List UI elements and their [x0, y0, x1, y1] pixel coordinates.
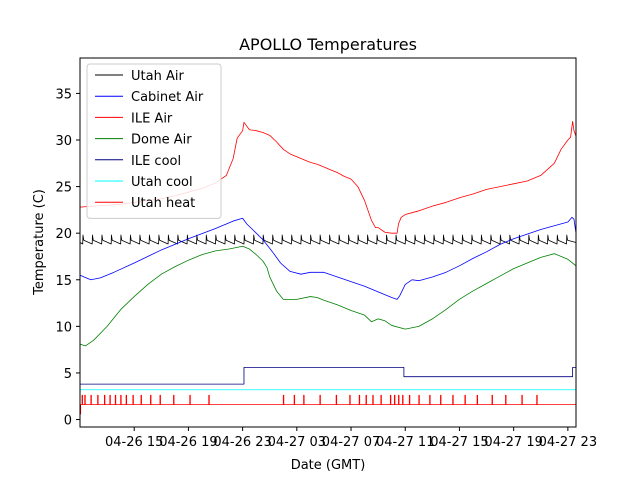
legend-label: Utah cool: [131, 175, 193, 190]
y-tick-label: 5: [64, 367, 72, 382]
y-tick-label: 0: [64, 414, 72, 429]
legend-label: Utah heat: [131, 196, 195, 211]
y-tick-label: 10: [55, 320, 72, 335]
legend-label: ILE cool: [131, 154, 181, 169]
x-tick-label: 04-27 19: [484, 435, 542, 450]
axes-frame: [79, 57, 577, 428]
y-tick-label: 35: [55, 87, 72, 102]
y-tick-label: 15: [55, 274, 72, 289]
x-tick-label: 04-27 15: [430, 435, 488, 450]
series-line-cabinet-air: [79, 216, 577, 300]
x-tick-label: 04-27 23: [539, 435, 597, 450]
x-tick-label: 04-27 07: [322, 435, 380, 450]
series-line-dome-air: [79, 245, 577, 347]
series-line-ile-cool: [80, 366, 576, 385]
legend-label: Dome Air: [131, 133, 192, 148]
x-tick-label: 04-26 15: [105, 435, 163, 450]
y-tick-label: 30: [55, 134, 72, 149]
x-tick-label: 04-27 03: [268, 435, 326, 450]
y-axis-label: Temperature (C): [32, 189, 47, 296]
legend-label: Cabinet Air: [131, 90, 204, 105]
x-tick-label: 04-27 11: [376, 435, 434, 450]
chart-title: APOLLO Temperatures: [239, 35, 417, 54]
legend-label: Utah Air: [131, 69, 184, 84]
legend-box: [86, 63, 222, 219]
x-tick-label: 04-26 23: [213, 435, 271, 450]
x-axis-label: Date (GMT): [291, 458, 366, 473]
y-tick-label: 20: [55, 227, 72, 242]
series-line-utah-heat: [80, 394, 576, 415]
legend-label: ILE Air: [131, 111, 173, 126]
series-line-utah-air: [79, 234, 577, 245]
x-tick-label: 04-26 19: [159, 435, 217, 450]
y-tick-label: 25: [55, 181, 72, 196]
legend: Utah Air Cabinet Air ILE Air Dome Air ILE co…: [86, 63, 222, 219]
